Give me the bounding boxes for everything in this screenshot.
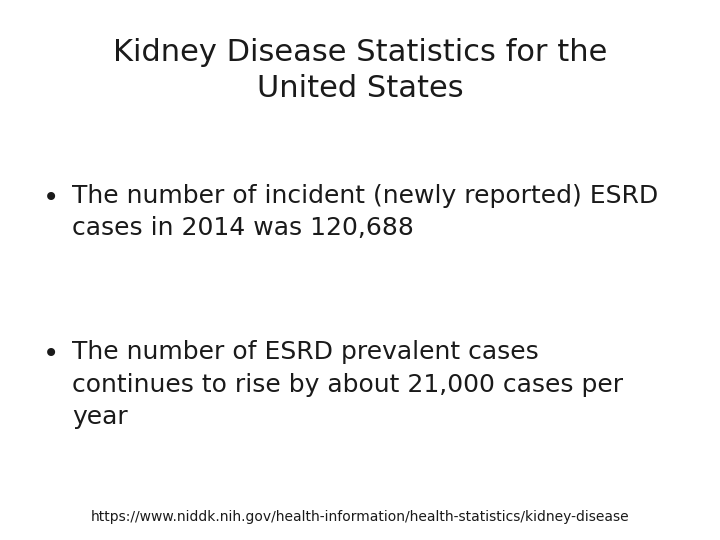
Text: The number of incident (newly reported) ESRD
cases in 2014 was 120,688: The number of incident (newly reported) …: [72, 184, 658, 240]
Text: •: •: [43, 184, 60, 212]
Text: •: •: [43, 340, 60, 368]
Text: https://www.niddk.nih.gov/health-information/health-statistics/kidney-disease: https://www.niddk.nih.gov/health-informa…: [91, 510, 629, 524]
Text: The number of ESRD prevalent cases
continues to rise by about 21,000 cases per
y: The number of ESRD prevalent cases conti…: [72, 340, 623, 429]
Text: Kidney Disease Statistics for the
United States: Kidney Disease Statistics for the United…: [113, 38, 607, 103]
